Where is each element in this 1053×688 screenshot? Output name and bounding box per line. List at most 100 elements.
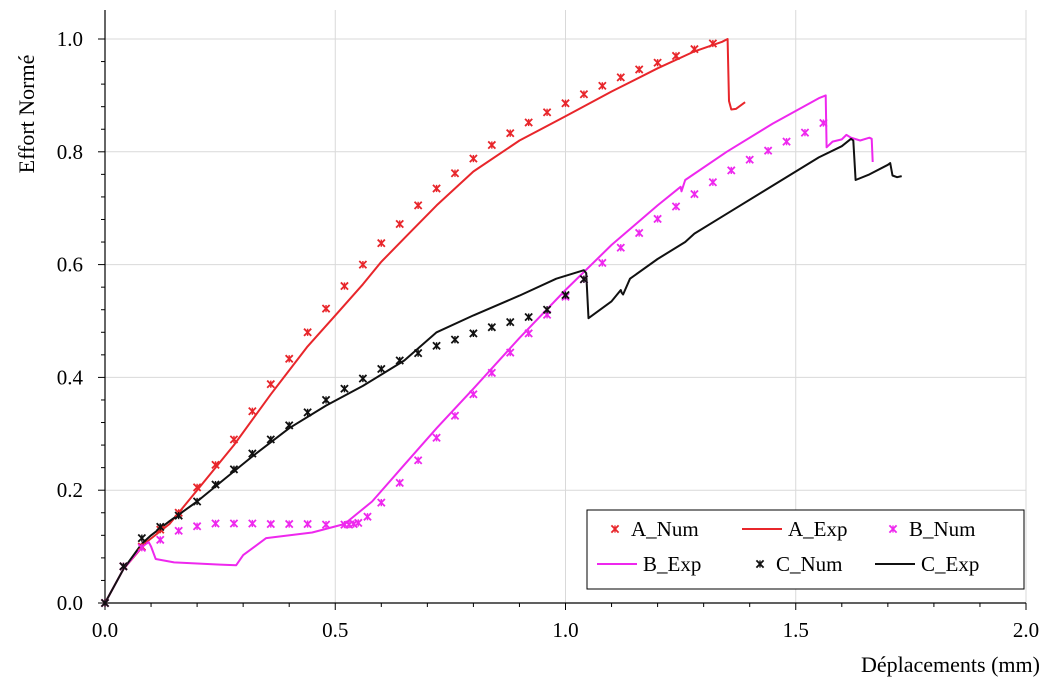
data-point xyxy=(395,356,404,365)
data-point xyxy=(450,411,460,420)
data-point xyxy=(469,329,478,338)
data-point xyxy=(450,168,460,178)
tick-labels: 0.0 0.5 1.0 1.5 2.0 0.0 0.2 0.4 0.6 0.8 1.0 xyxy=(57,27,1039,642)
data-point xyxy=(377,238,386,248)
grid xyxy=(105,10,1027,603)
legend-label: B_Exp xyxy=(643,552,701,576)
data-point xyxy=(579,90,589,99)
data-point xyxy=(542,305,552,314)
data-point xyxy=(248,449,257,458)
legend-item: B_Exp xyxy=(597,552,701,576)
data-point xyxy=(487,140,497,150)
y-tick-label: 0.4 xyxy=(57,365,84,389)
x-axis-title: Déplacements (mm) xyxy=(861,652,1040,677)
series-line-b-exp xyxy=(104,94,874,604)
data-point xyxy=(192,497,202,506)
data-point xyxy=(579,275,589,284)
data-point xyxy=(763,146,773,155)
legend-box xyxy=(586,509,1025,590)
data-point xyxy=(432,433,441,442)
data-point xyxy=(192,522,202,531)
data-point xyxy=(363,512,372,521)
data-point xyxy=(156,522,165,532)
data-point xyxy=(524,312,533,322)
data-point xyxy=(524,118,533,127)
data-point xyxy=(598,81,607,91)
data-point xyxy=(284,519,294,529)
data-point xyxy=(782,137,791,146)
data-point xyxy=(469,390,478,399)
data-point xyxy=(708,178,718,187)
data-point xyxy=(321,395,331,405)
data-point xyxy=(358,260,368,269)
data-point xyxy=(137,533,147,543)
data-point xyxy=(819,118,828,128)
data-point xyxy=(413,201,423,210)
data-point xyxy=(395,478,404,488)
data-point xyxy=(690,189,699,199)
x-tick-label: 1.0 xyxy=(552,618,578,642)
x-tick-label: 1.5 xyxy=(783,618,809,642)
data-point xyxy=(653,58,662,67)
data-point xyxy=(598,258,607,268)
data-point xyxy=(137,543,147,552)
data-point xyxy=(524,329,533,338)
legend-item: B_Num xyxy=(888,517,976,541)
data-point xyxy=(487,322,497,332)
data-point xyxy=(358,374,368,383)
data-point xyxy=(377,498,386,507)
data-point xyxy=(266,379,276,389)
legend-item: C_Exp xyxy=(875,552,979,576)
legend-marker xyxy=(610,524,620,534)
legend-label: A_Exp xyxy=(788,517,848,541)
data-point xyxy=(506,128,515,138)
series-layer xyxy=(100,38,902,608)
data-point xyxy=(321,304,331,313)
legend-item: C_Num xyxy=(755,552,843,576)
data-point xyxy=(248,519,257,528)
series-line-c-exp xyxy=(104,137,902,604)
data-point xyxy=(432,341,441,351)
y-tick-label: 0.6 xyxy=(57,253,83,277)
data-point xyxy=(671,202,681,211)
data-point xyxy=(229,519,239,528)
data-point xyxy=(156,535,165,545)
data-point xyxy=(800,128,810,137)
legend: A_Num A_Exp B_Num B_Exp C_Num C_Exp xyxy=(586,509,1025,590)
data-point xyxy=(211,519,220,528)
legend-marker xyxy=(888,524,898,534)
data-point xyxy=(284,421,294,430)
data-point xyxy=(174,526,183,536)
x-tick-label: 0.0 xyxy=(92,618,118,642)
data-point xyxy=(506,317,515,327)
data-point xyxy=(340,384,349,393)
data-point xyxy=(266,435,276,444)
data-point xyxy=(340,281,349,291)
y-axis-title: Effort Normé xyxy=(14,55,39,174)
data-point xyxy=(487,368,497,378)
data-point xyxy=(745,155,754,164)
data-point xyxy=(303,408,312,417)
data-point xyxy=(303,328,312,337)
data-point xyxy=(354,518,363,528)
legend-item: A_Exp xyxy=(742,517,848,541)
data-point xyxy=(211,480,220,489)
legend-label: B_Num xyxy=(909,517,976,541)
data-point xyxy=(634,228,644,238)
legend-item: A_Num xyxy=(610,517,699,541)
data-point xyxy=(450,335,460,344)
data-point xyxy=(248,407,257,416)
axes xyxy=(98,10,1027,610)
data-point xyxy=(413,456,423,465)
data-point xyxy=(395,219,404,229)
data-point xyxy=(616,73,625,82)
data-point xyxy=(100,598,110,608)
legend-marker xyxy=(755,559,765,569)
x-tick-label: 0.5 xyxy=(322,618,348,642)
data-point xyxy=(469,154,478,163)
data-point xyxy=(561,99,570,108)
data-point xyxy=(708,39,718,48)
y-tick-label: 1.0 xyxy=(57,27,83,51)
data-point xyxy=(284,354,294,364)
data-point xyxy=(174,511,183,520)
